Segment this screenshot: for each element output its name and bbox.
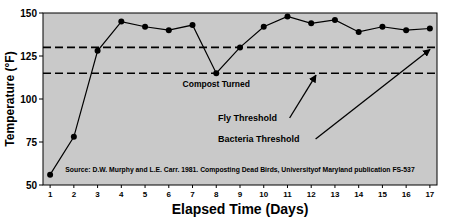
- y-tick: [39, 13, 43, 14]
- x-tick-label: 11: [283, 190, 292, 199]
- threshold-line: [43, 72, 437, 74]
- source-note: Source: D.W. Murphy and L.E. Carr. 1981.…: [65, 166, 415, 174]
- data-point: [47, 172, 53, 178]
- data-point: [427, 25, 433, 31]
- annotation: Compost Turned: [183, 79, 250, 89]
- y-tick-label: 100: [20, 94, 37, 105]
- data-point: [190, 22, 196, 28]
- data-point: [284, 13, 290, 19]
- data-point: [356, 29, 362, 35]
- plot-frame: [43, 13, 437, 185]
- y-tick: [39, 185, 43, 186]
- y-tick-label: 50: [26, 180, 38, 191]
- x-tick-label: 12: [307, 190, 316, 199]
- y-tick: [39, 99, 43, 100]
- x-tick-label: 14: [354, 190, 363, 199]
- data-point: [142, 24, 148, 30]
- x-tick-label: 4: [119, 190, 124, 199]
- x-axis-title: Elapsed Time (Days): [172, 201, 309, 217]
- x-tick-label: 17: [425, 190, 434, 199]
- data-point: [237, 44, 243, 50]
- y-tick: [39, 56, 43, 57]
- y-tick-label: 125: [20, 51, 37, 62]
- threshold-label: Fly Threshold: [218, 113, 277, 123]
- data-point: [308, 20, 314, 26]
- data-point: [95, 48, 101, 54]
- data-point: [71, 134, 77, 140]
- threshold-arrow: [290, 75, 316, 118]
- y-tick-label: 75: [26, 137, 38, 148]
- data-point: [166, 27, 172, 33]
- data-point: [213, 70, 219, 76]
- x-tick-label: 16: [402, 190, 411, 199]
- x-tick-label: 2: [72, 190, 77, 199]
- x-tick-label: 10: [259, 190, 268, 199]
- plot-background: [43, 13, 437, 185]
- x-tick-label: 5: [143, 190, 148, 199]
- data-line: [50, 16, 430, 174]
- data-point: [379, 24, 385, 30]
- data-point: [403, 27, 409, 33]
- x-tick-label: 15: [378, 190, 387, 199]
- x-tick-label: 6: [167, 190, 172, 199]
- y-axis-title: Temperature (°F): [3, 51, 17, 146]
- chart: 50751001251501234567891011121314151617El…: [0, 0, 450, 222]
- x-tick-label: 7: [190, 190, 195, 199]
- threshold-label: Bacteria Threshold: [218, 134, 300, 144]
- data-point: [261, 24, 267, 30]
- y-tick: [39, 142, 43, 143]
- threshold-arrow: [316, 49, 430, 139]
- data-point: [118, 19, 124, 25]
- x-tick-label: 9: [238, 190, 243, 199]
- x-tick-label: 3: [95, 190, 100, 199]
- y-tick-label: 150: [20, 8, 37, 19]
- plot-area: [43, 13, 437, 177]
- data-point: [332, 17, 338, 23]
- x-tick-label: 13: [330, 190, 339, 199]
- x-tick-label: 8: [214, 190, 219, 199]
- x-tick-label: 1: [48, 190, 53, 199]
